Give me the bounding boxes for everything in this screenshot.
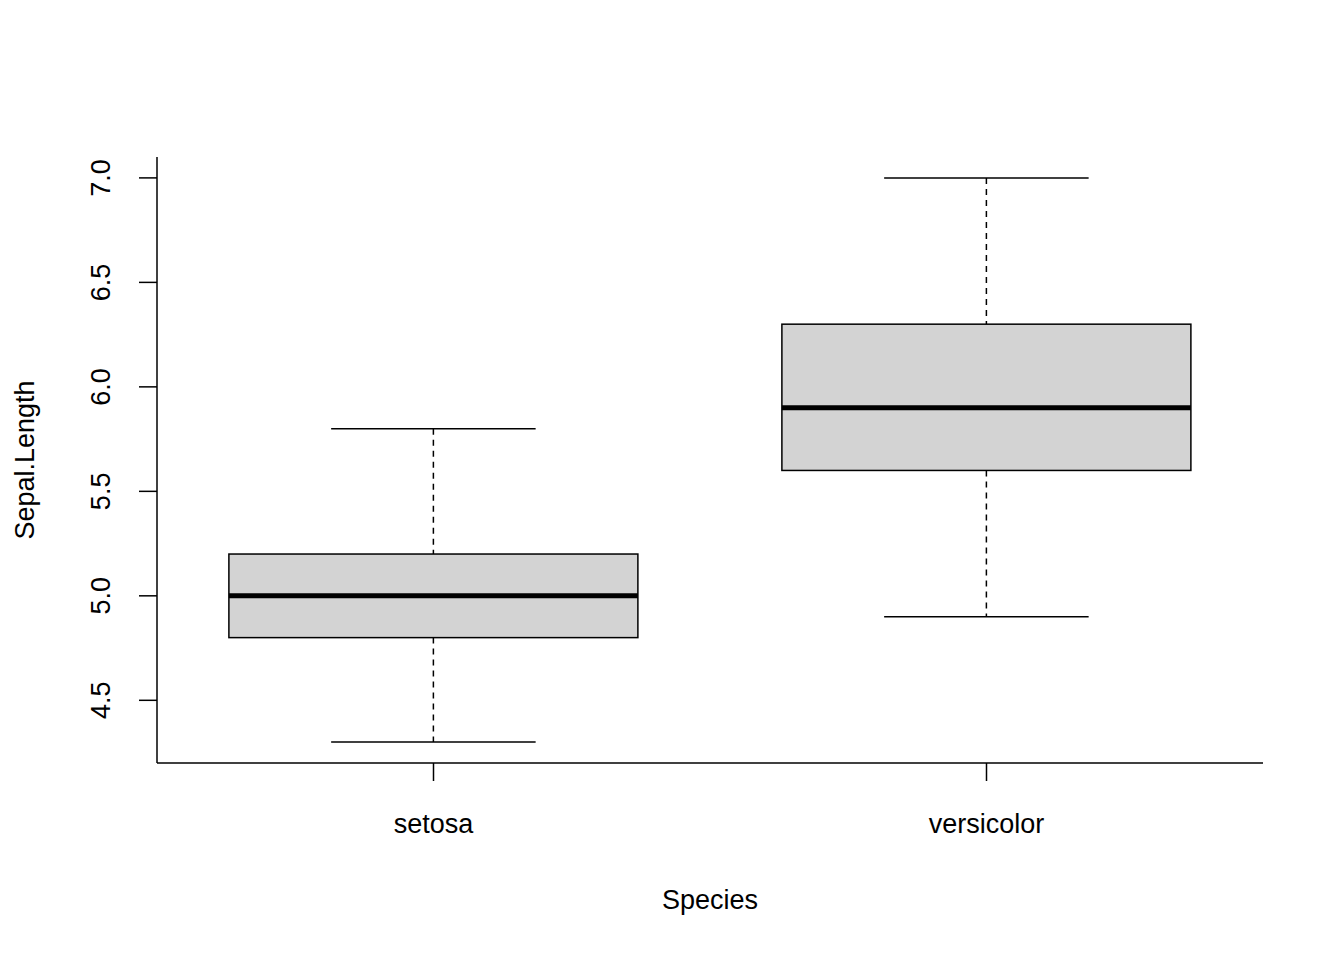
svg-text:setosa: setosa (394, 809, 475, 839)
svg-text:4.5: 4.5 (86, 682, 116, 720)
svg-text:6.0: 6.0 (86, 368, 116, 406)
html-text:Species: Species (662, 884, 758, 915)
svg-text:versicolor: versicolor (929, 809, 1045, 839)
svg-text:7.0: 7.0 (86, 159, 116, 197)
html-text:Sepal.Length: Sepal.Length (9, 380, 40, 540)
svg-text:6.5: 6.5 (86, 264, 116, 302)
svg-text:5.0: 5.0 (86, 577, 116, 615)
svg-text:5.5: 5.5 (86, 473, 116, 511)
